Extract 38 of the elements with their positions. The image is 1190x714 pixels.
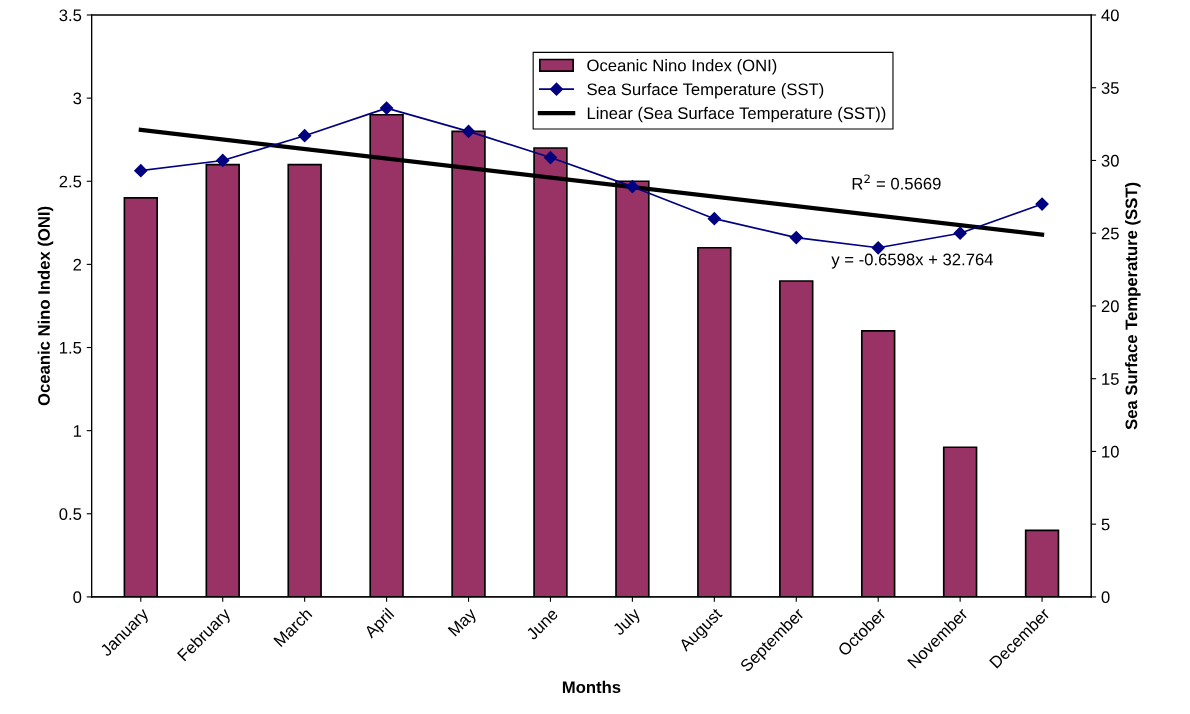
y-tick-label: 2 — [73, 258, 82, 271]
y2-tick-label: 30 — [1101, 154, 1119, 167]
y2-tick-label: 35 — [1101, 82, 1119, 94]
x-tick-label: July — [611, 606, 644, 639]
y2-tick-label: 25 — [1101, 227, 1119, 240]
annotation: R$^{2}$ = 0.5669 — [852, 174, 941, 190]
point — [134, 164, 148, 178]
y2-tick-label: 40 — [1101, 9, 1119, 22]
point — [380, 101, 394, 115]
point — [625, 180, 639, 194]
y-tick-label: 0 — [73, 591, 82, 604]
y-tick-label: 0.5 — [59, 508, 82, 520]
y2-tick-label: 15 — [1102, 373, 1119, 385]
point — [216, 153, 230, 168]
x-axis-title: Months — [562, 680, 621, 694]
point — [461, 124, 476, 138]
y2-axis-title: Sea Surface Temperature (SST) — [1125, 182, 1141, 430]
y-tick-label: 2.5 — [59, 175, 82, 188]
x-tick-label: May — [447, 607, 480, 639]
legend-label: Oceanic Nino Index (ONI) — [587, 59, 777, 75]
point — [707, 212, 721, 226]
y2-tick-label: 20 — [1101, 300, 1119, 313]
y2-tick-label: 0 — [1101, 591, 1110, 604]
point — [298, 129, 312, 143]
point — [789, 230, 803, 245]
point — [953, 226, 967, 240]
y2-tick-label: 5 — [1101, 518, 1110, 531]
y2-tick-label: 10 — [1102, 445, 1119, 458]
legend-label: Linear (Sea Surface Temperature (SST)) — [587, 106, 886, 123]
y-tick-label: 1 — [73, 425, 82, 437]
y-tick-label: 3 — [73, 92, 82, 105]
legend-label: Sea Surface Temperature (SST) — [587, 82, 824, 99]
y-axis-title: Oceanic Nino Index (ONI) — [37, 206, 54, 406]
point — [1035, 197, 1049, 211]
y-tick-label: 1.5 — [60, 342, 82, 354]
point — [543, 150, 558, 165]
y-tick-label: 3.5 — [59, 9, 82, 22]
annotation: y = -0.6598x + 32.764 — [831, 253, 993, 269]
